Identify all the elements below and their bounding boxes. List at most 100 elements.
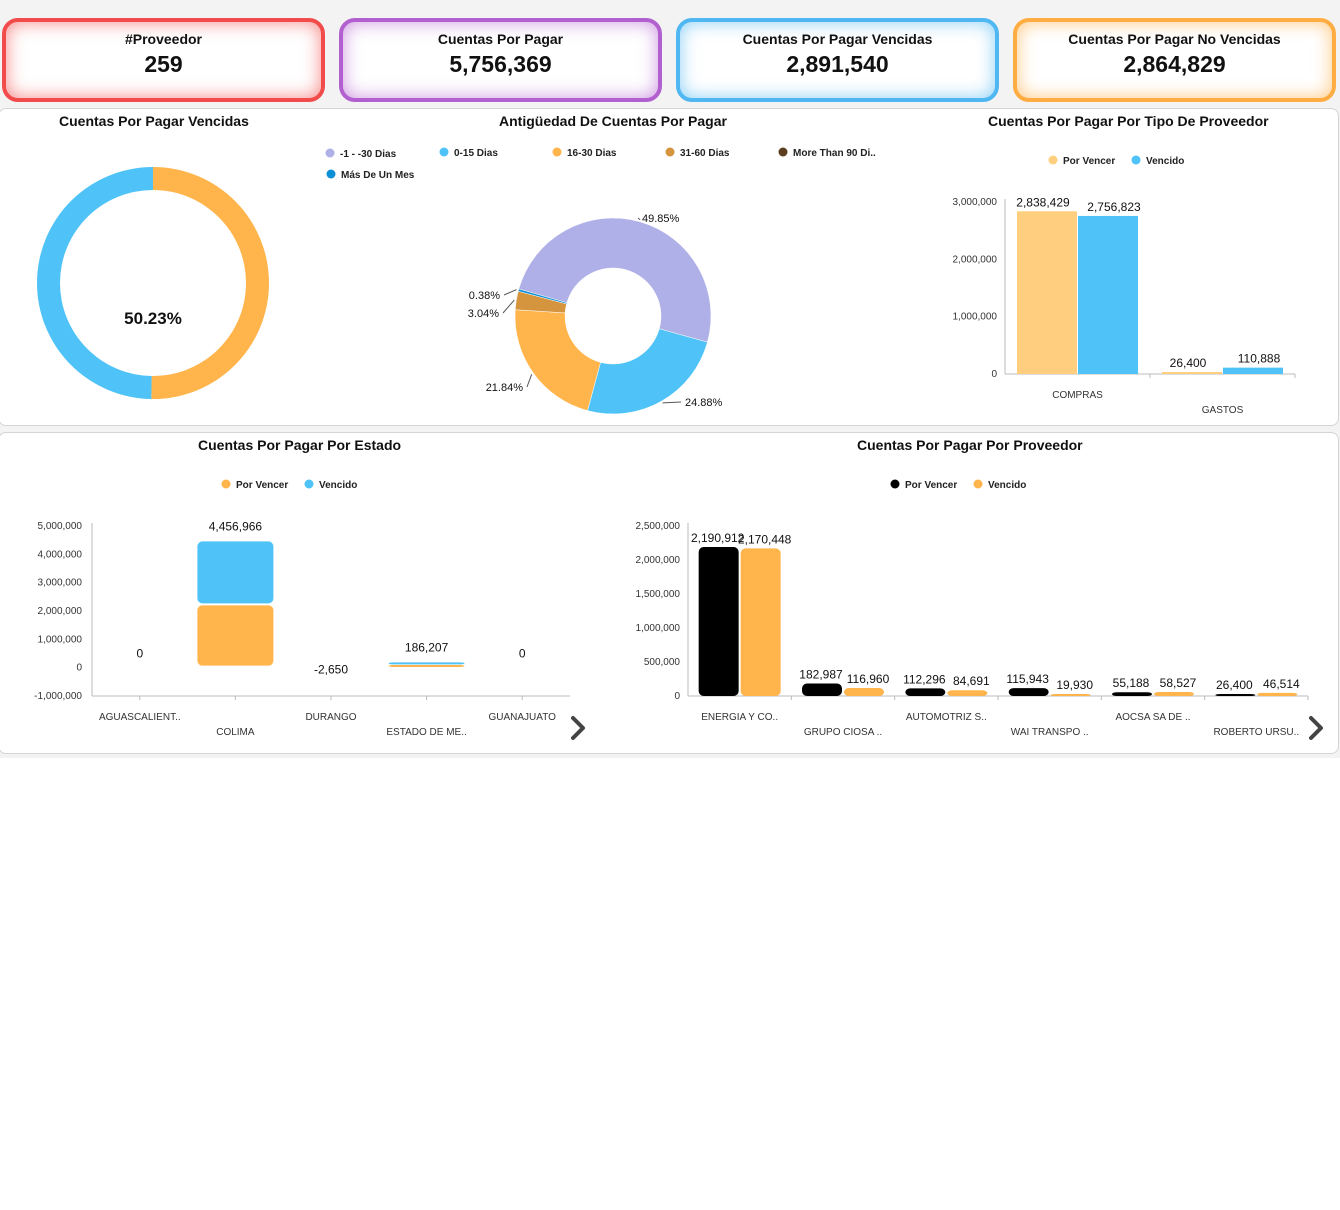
proveedor-data-label: 182,987 bbox=[799, 668, 843, 682]
donut-slice-2 bbox=[514, 309, 601, 411]
kpi-card-proveedor: #Proveedor 259 bbox=[2, 18, 325, 102]
leader-line-1 bbox=[662, 401, 682, 404]
estado-ytick: 4,000,000 bbox=[38, 549, 83, 560]
proveedor-bar bbox=[740, 548, 781, 696]
leader-line-3 bbox=[502, 299, 515, 314]
estado-bar-segment bbox=[388, 664, 465, 667]
donut-slice-1 bbox=[37, 167, 153, 399]
chart-title-estado: Cuentas Por Pagar Por Estado bbox=[198, 437, 402, 453]
kpi-card-cuentas-por-pagar: Cuentas Por Pagar 5,756,369 bbox=[339, 18, 662, 102]
proveedor-bar bbox=[1215, 694, 1256, 696]
tipo-data-label: 2,838,429 bbox=[1016, 195, 1070, 209]
legend-antiguedad-4-label: More Than 90 Di.. bbox=[793, 148, 876, 159]
estado-category-label: GUANAJUATO bbox=[488, 712, 556, 723]
tipo-ytick: 2,000,000 bbox=[953, 254, 998, 265]
proveedor-data-label: 116,960 bbox=[847, 672, 890, 686]
slice-label-1: 24.88% bbox=[685, 397, 723, 409]
tipo-data-label: 110,888 bbox=[1238, 352, 1281, 366]
tipo-legend-1-label: Vencido bbox=[1146, 156, 1184, 167]
donut-slice-1 bbox=[587, 328, 708, 415]
proveedor-legend-1-marker bbox=[973, 479, 983, 489]
proveedor-ytick: 2,500,000 bbox=[636, 521, 681, 532]
kpi-value: 259 bbox=[144, 51, 183, 77]
proveedor-data-label: 84,691 bbox=[953, 674, 990, 688]
proveedor-ytick: 2,000,000 bbox=[636, 555, 681, 566]
tipo-legend-0-label: Por Vencer bbox=[1063, 156, 1115, 167]
estado-category-label: DURANGO bbox=[305, 712, 356, 723]
estado-category-label: COLIMA bbox=[216, 727, 255, 738]
proveedor-bar bbox=[802, 683, 842, 696]
proveedor-data-label: 19,930 bbox=[1056, 678, 1093, 692]
proveedor-bar bbox=[1050, 694, 1091, 696]
kpi-card-no-vencidas: Cuentas Por Pagar No Vencidas 2,864,829 bbox=[1013, 18, 1336, 102]
donut-center-label: 50.23% bbox=[124, 309, 182, 328]
estado-ytick: 1,000,000 bbox=[38, 634, 83, 645]
proveedor-bar bbox=[947, 690, 988, 696]
proveedor-data-label: 112,296 bbox=[903, 672, 946, 686]
donut-slice-0 bbox=[151, 167, 270, 399]
estado-ytick: 3,000,000 bbox=[38, 578, 83, 589]
tipo-legend-1-marker bbox=[1131, 155, 1141, 165]
estado-next-arrow-button[interactable] bbox=[568, 713, 588, 743]
tipo-legend-0-marker bbox=[1048, 155, 1058, 165]
kpi-label: Cuentas Por Pagar bbox=[437, 31, 564, 47]
tipo-ytick: 1,000,000 bbox=[953, 312, 998, 323]
chart-title-tipo-proveedor: Cuentas Por Pagar Por Tipo De Proveedor bbox=[988, 113, 1269, 129]
proveedor-category-label: WAI TRANSPO .. bbox=[1011, 727, 1089, 738]
legend-antiguedad-1-label: 0-15 Dias bbox=[454, 148, 498, 159]
proveedor-bar bbox=[905, 688, 946, 696]
tipo-category-label: COMPRAS bbox=[1052, 390, 1103, 401]
estado-total-label: 186,207 bbox=[405, 640, 449, 654]
legend-antiguedad-3-marker bbox=[665, 147, 675, 157]
tipo-bar bbox=[1017, 211, 1077, 374]
proveedor-category-label: AOCSA SA DE .. bbox=[1115, 712, 1190, 723]
proveedor-data-label: 46,514 bbox=[1263, 677, 1300, 691]
estado-bar-segment bbox=[197, 541, 274, 604]
proveedor-data-label: 2,170,448 bbox=[738, 532, 792, 546]
proveedor-data-label: 2,190,912 bbox=[691, 531, 745, 545]
slice-label-2: 21.84% bbox=[486, 382, 524, 394]
estado-total-label: -2,650 bbox=[314, 663, 348, 677]
proveedor-next-arrow-button[interactable] bbox=[1306, 713, 1326, 743]
estado-ytick: 0 bbox=[76, 663, 82, 674]
kpi-label: Cuentas Por Pagar Vencidas bbox=[742, 31, 933, 47]
legend-antiguedad-0-marker bbox=[325, 148, 335, 158]
donut-slice-0 bbox=[518, 217, 712, 343]
estado-legend-1-marker bbox=[304, 479, 314, 489]
estado-ytick: -1,000,000 bbox=[34, 691, 82, 702]
proveedor-data-label: 115,943 bbox=[1006, 672, 1049, 686]
proveedor-bar bbox=[1112, 692, 1152, 696]
legend-antiguedad-3-label: 31-60 Dias bbox=[680, 148, 730, 159]
proveedor-category-label: AUTOMOTRIZ S.. bbox=[906, 712, 987, 723]
legend-antiguedad-4-marker bbox=[778, 147, 788, 157]
estado-bar-segment bbox=[197, 605, 274, 666]
slice-label-4: 0.38% bbox=[469, 290, 500, 302]
legend-antiguedad-2-label: 16-30 Dias bbox=[567, 148, 617, 159]
proveedor-data-label: 58,527 bbox=[1160, 676, 1197, 690]
estado-ytick: 5,000,000 bbox=[38, 521, 83, 532]
kpi-value: 2,891,540 bbox=[786, 51, 889, 77]
slice-label-3: 3.04% bbox=[468, 308, 499, 320]
kpi-value: 5,756,369 bbox=[449, 51, 552, 77]
proveedor-bar bbox=[1154, 692, 1194, 696]
kpi-card-vencidas: Cuentas Por Pagar Vencidas 2,891,540 bbox=[676, 18, 999, 102]
leader-line-0 bbox=[637, 217, 641, 221]
chart-title-antiguedad: Antigüedad De Cuentas Por Pagar bbox=[499, 113, 727, 129]
estado-bar-segment bbox=[388, 662, 465, 665]
leader-line-4 bbox=[503, 289, 517, 296]
proveedor-category-label: ROBERTO URSU.. bbox=[1213, 727, 1299, 738]
proveedor-bar bbox=[1257, 692, 1298, 696]
tipo-data-label: 2,756,823 bbox=[1087, 200, 1141, 214]
chart-title-proveedor: Cuentas Por Pagar Por Proveedor bbox=[857, 437, 1083, 453]
estado-ytick: 2,000,000 bbox=[38, 606, 83, 617]
tipo-bar bbox=[1078, 215, 1138, 374]
proveedor-legend-0-marker bbox=[890, 479, 900, 489]
estado-legend-1-label: Vencido bbox=[319, 480, 357, 491]
proveedor-category-label: ENERGIA Y CO.. bbox=[701, 712, 778, 723]
estado-total-label: 0 bbox=[136, 647, 143, 661]
legend-antiguedad-1-marker bbox=[439, 147, 449, 157]
tipo-ytick: 0 bbox=[991, 369, 997, 380]
proveedor-bar bbox=[698, 547, 739, 696]
proveedor-bar bbox=[1008, 688, 1049, 696]
